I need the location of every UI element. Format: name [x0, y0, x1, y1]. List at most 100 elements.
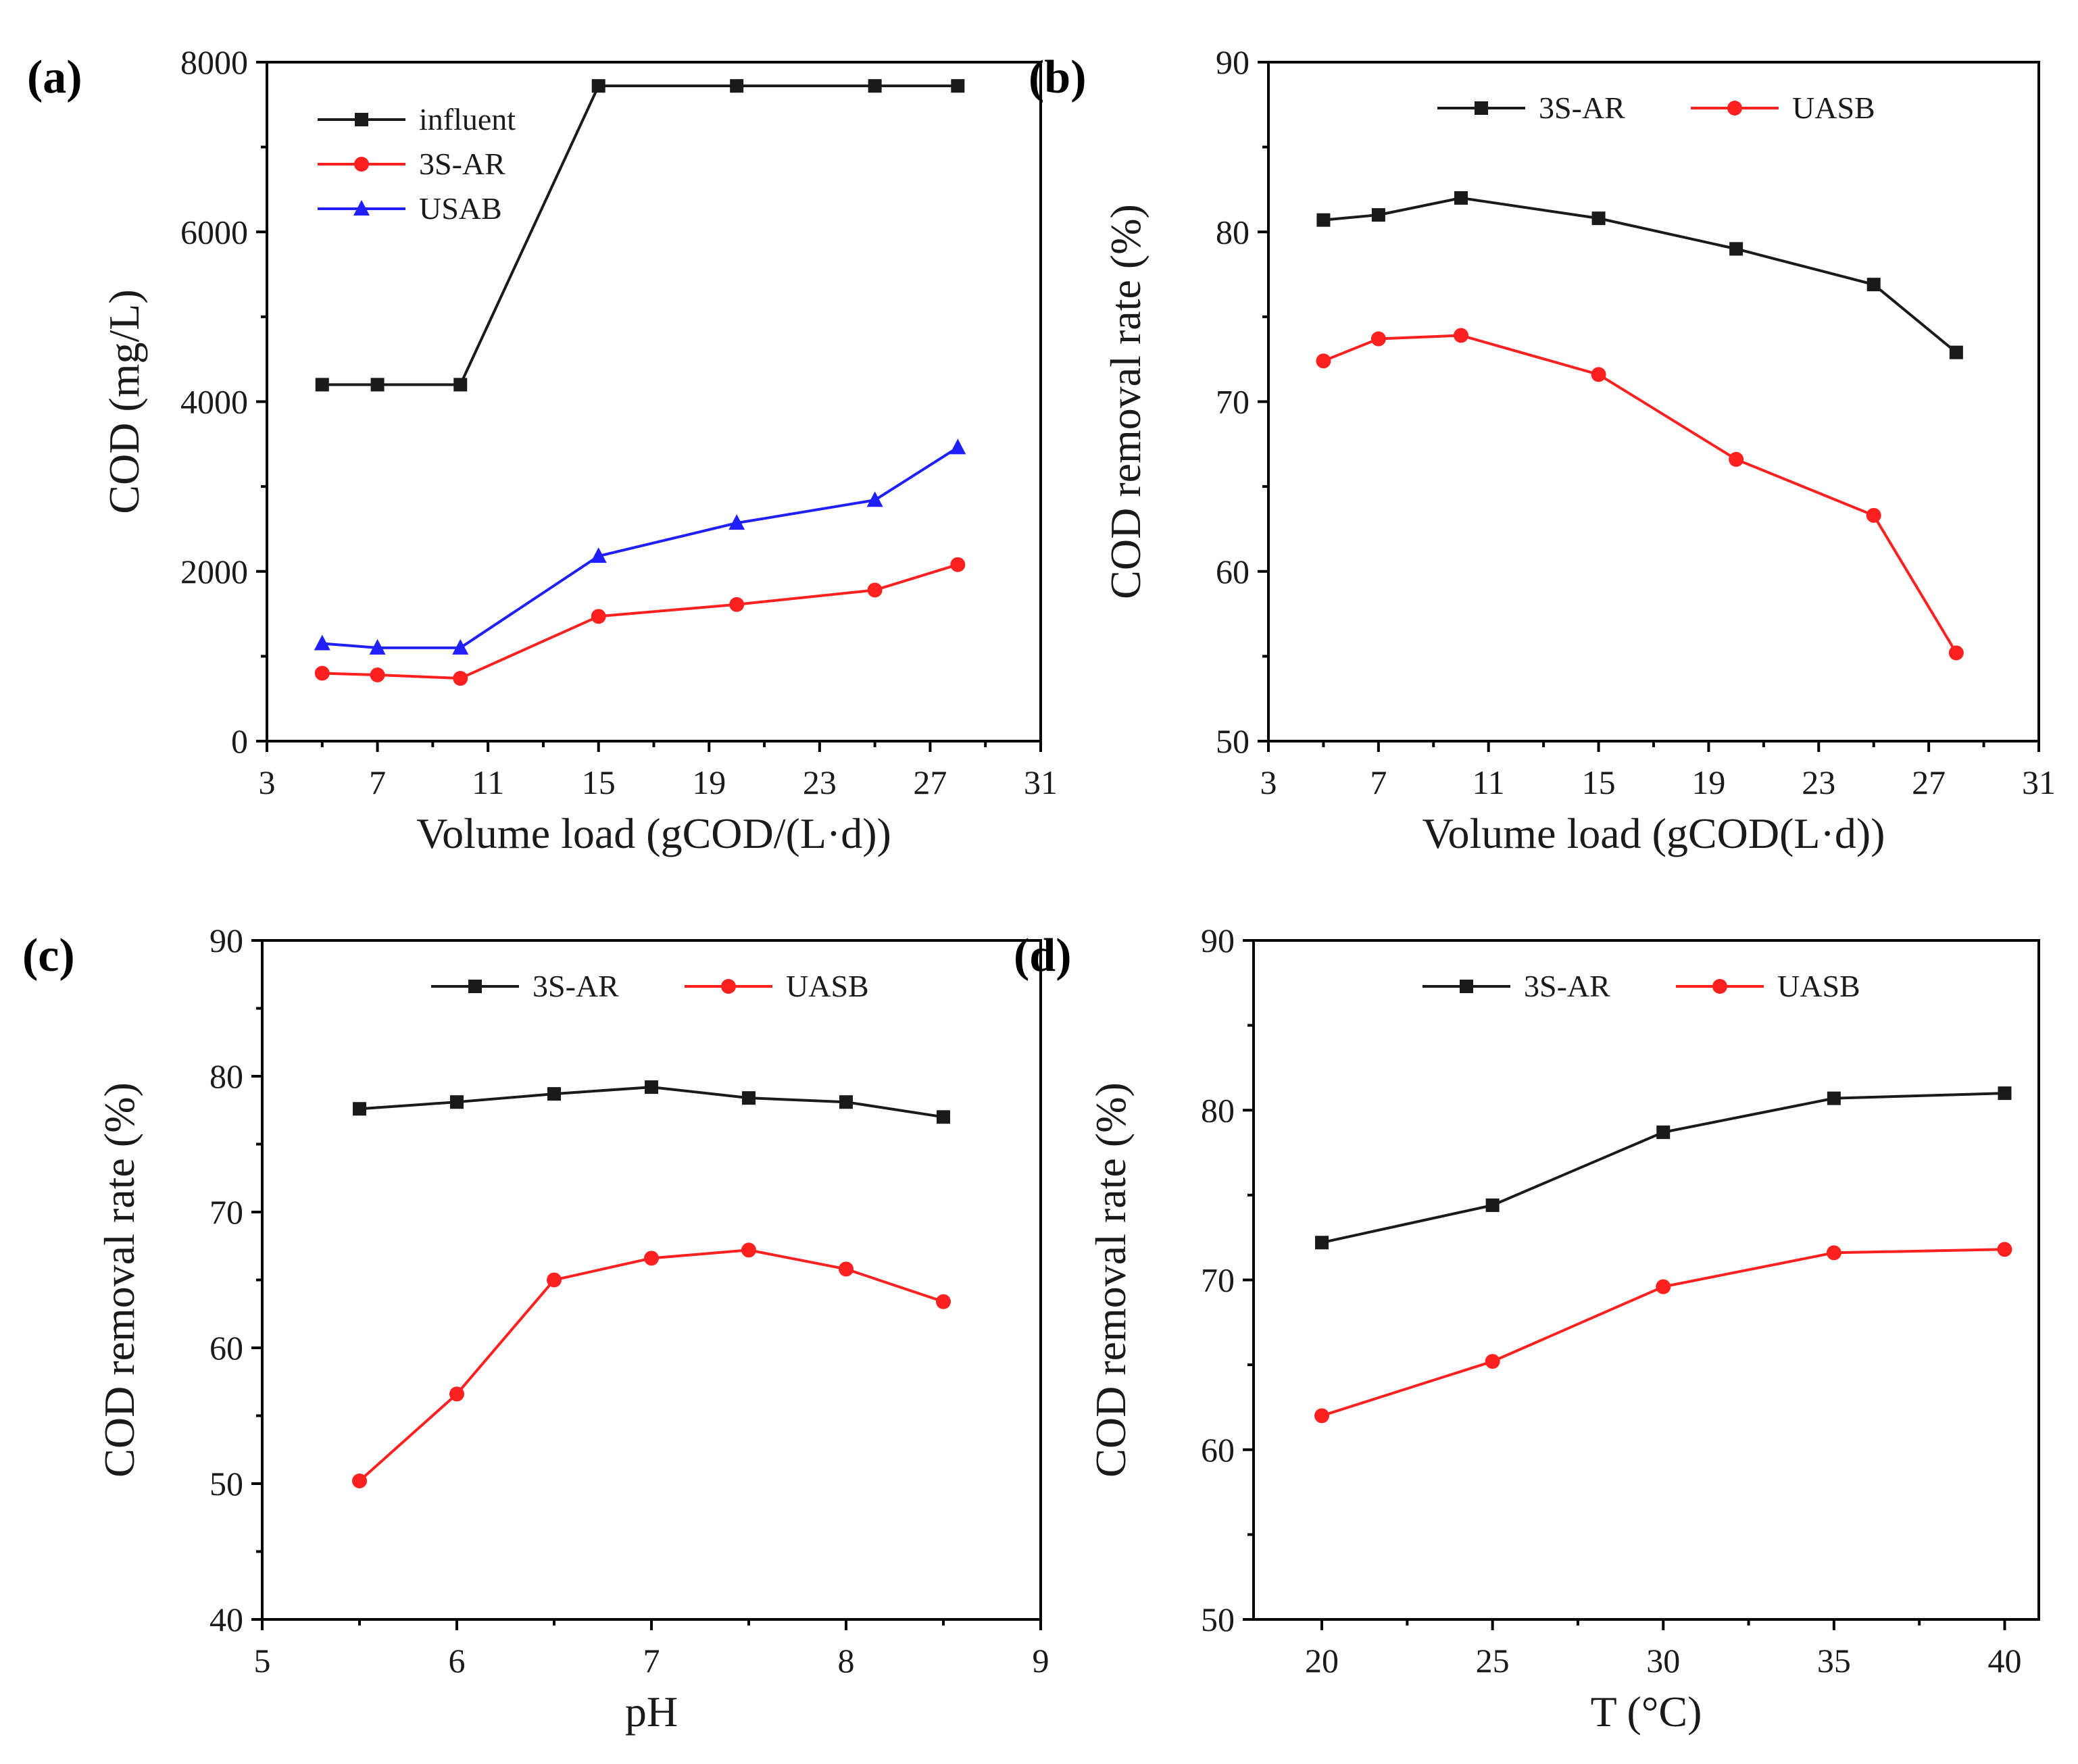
data-point	[644, 1251, 659, 1266]
data-point	[868, 79, 882, 93]
data-point	[866, 491, 883, 507]
data-point	[950, 557, 966, 572]
x-tick-label: 7	[643, 1642, 660, 1680]
panel-label: (a)	[27, 51, 82, 103]
y-tick-label: 2000	[180, 553, 248, 590]
data-point	[645, 1080, 658, 1094]
x-tick-label: 8	[838, 1642, 855, 1680]
y-tick-label: 90	[209, 922, 243, 959]
legend-marker	[1712, 979, 1727, 994]
data-point	[314, 634, 330, 651]
data-point	[1454, 328, 1468, 343]
x-tick-label: 25	[1476, 1642, 1510, 1680]
y-tick-label: 70	[1201, 1261, 1235, 1299]
legend: 3S-AR UASB	[1423, 969, 1860, 1003]
data-point	[450, 1095, 464, 1109]
chart-panel-1: 3 7 11 15 19 23 27 31 50 60 70 80 90 Volume load (gCO…	[1029, 43, 2056, 857]
x-tick-label: 5	[254, 1642, 271, 1680]
y-tick-label: 70	[1216, 383, 1250, 421]
data-point	[1656, 1279, 1671, 1294]
data-point	[951, 79, 965, 93]
data-point	[547, 1087, 561, 1101]
legend-marker	[354, 157, 369, 172]
data-point	[1314, 1408, 1330, 1423]
series-USAB	[314, 438, 966, 655]
x-tick-label: 7	[1370, 763, 1387, 801]
chart-panel-0: 3 7 11 15 19 23 27 31 0 2000 4000 6000 8000 Volume lo…	[27, 43, 1058, 857]
panel-label: (c)	[22, 930, 75, 982]
data-point	[1370, 331, 1386, 347]
x-axis-label: Volume load (gCOD/(L·d))	[416, 809, 891, 857]
legend-marker	[1460, 980, 1473, 993]
y-tick-label: 60	[1201, 1431, 1235, 1469]
y-tick-label: 60	[209, 1329, 243, 1367]
x-tick-label: 15	[1582, 763, 1616, 801]
data-point	[729, 597, 745, 612]
y-tick-label: 80	[209, 1057, 243, 1095]
y-tick-label: 6000	[180, 213, 248, 251]
data-point	[1591, 211, 1606, 226]
y-tick-label: 50	[1201, 1601, 1235, 1638]
data-point	[1316, 213, 1331, 227]
data-point	[1371, 208, 1385, 222]
x-axis-label: T (°C)	[1591, 1688, 1702, 1736]
series-UASB	[352, 1242, 951, 1488]
data-point	[1454, 191, 1468, 205]
data-point	[1485, 1198, 1500, 1212]
data-point	[1315, 1236, 1329, 1250]
data-point	[369, 638, 386, 655]
data-point	[591, 609, 606, 624]
y-axis-label: COD removal rate (%)	[1102, 204, 1149, 599]
legend: 3S-AR UASB	[1437, 91, 1875, 125]
x-tick-label: 27	[1912, 763, 1946, 801]
panel-label: (d)	[1014, 930, 1072, 982]
x-tick-label: 31	[1024, 763, 1058, 801]
data-point	[1729, 451, 1744, 467]
y-tick-label: 0	[231, 722, 248, 760]
series-influent	[315, 79, 965, 392]
data-point	[949, 438, 966, 455]
data-point	[370, 667, 385, 683]
y-axis-label: COD removal rate (%)	[95, 1082, 143, 1478]
x-tick-label: 23	[803, 763, 837, 801]
chart-panel-2: 5 6 7 8 9 40 50 60 70 80 90 pH COD removal rate (%) (…	[22, 922, 1049, 1736]
data-point	[453, 671, 468, 686]
legend-label: 3S-AR	[419, 147, 505, 181]
x-tick-label: 19	[692, 763, 726, 801]
series-3S-AR	[314, 557, 966, 686]
x-tick-label: 40	[1987, 1642, 2021, 1680]
y-tick-label: 90	[1216, 43, 1250, 81]
data-point	[1827, 1091, 1841, 1105]
x-tick-label: 27	[913, 763, 947, 801]
x-tick-label: 35	[1817, 1642, 1851, 1680]
legend-label: USAB	[419, 191, 502, 226]
x-tick-label: 9	[1033, 1642, 1049, 1680]
data-point	[1485, 1354, 1500, 1369]
y-tick-label: 80	[1216, 213, 1250, 251]
legend-label: 3S-AR	[1524, 969, 1610, 1003]
x-tick-label: 11	[472, 763, 504, 801]
series-UASB	[1314, 1242, 2012, 1423]
data-point	[449, 1386, 464, 1402]
legend-label: UASB	[1777, 969, 1860, 1003]
data-point	[867, 582, 883, 598]
x-axis-label: pH	[625, 1688, 678, 1736]
y-axis-label: COD removal rate (%)	[1087, 1082, 1135, 1478]
data-point	[742, 1091, 756, 1105]
data-point	[1997, 1242, 2012, 1257]
data-point	[839, 1095, 853, 1109]
x-tick-label: 15	[582, 763, 616, 801]
data-point	[1316, 353, 1331, 369]
x-tick-label: 11	[1473, 763, 1505, 801]
data-point	[1948, 645, 1964, 661]
legend-label: 3S-AR	[1539, 91, 1625, 125]
y-tick-label: 80	[1201, 1091, 1235, 1129]
data-point	[314, 665, 330, 681]
data-point	[728, 514, 745, 530]
data-point	[547, 1272, 562, 1288]
y-tick-label: 40	[209, 1601, 243, 1638]
data-point	[1656, 1125, 1671, 1139]
legend-marker	[355, 113, 368, 126]
data-point	[353, 1102, 366, 1116]
